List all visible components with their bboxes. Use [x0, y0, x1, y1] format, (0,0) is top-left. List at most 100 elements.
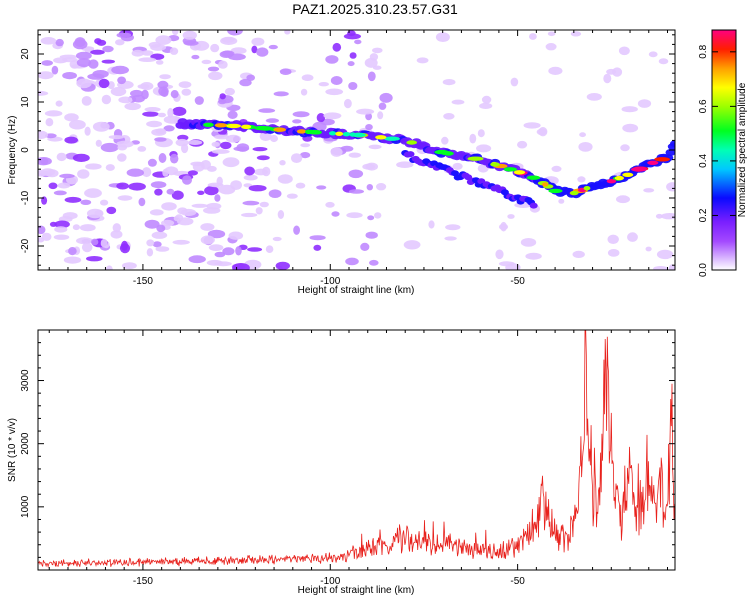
noise-blob: [364, 57, 378, 68]
noise-blob: [57, 182, 71, 189]
noise-blob: [372, 47, 383, 54]
noise-blob: [206, 259, 223, 266]
noise-blob: [51, 65, 59, 75]
noise-blob: [435, 32, 450, 42]
noise-blob: [346, 212, 363, 219]
noise-blob: [187, 170, 198, 176]
noise-blob: [95, 139, 102, 147]
noise-blob: [214, 194, 221, 202]
snr-x-tick-label: -50: [510, 576, 525, 587]
noise-blob: [331, 211, 340, 217]
noise-blob: [81, 96, 92, 106]
ridge-core: [296, 129, 307, 134]
noise-blob: [643, 188, 655, 193]
noise-blob: [627, 232, 638, 242]
noise-blob: [161, 202, 177, 211]
noise-blob: [118, 96, 133, 104]
noise-blob: [38, 71, 54, 80]
snr-y-tick-label: 2000: [20, 432, 31, 455]
noise-blob: [239, 78, 252, 87]
noise-blob: [379, 92, 393, 103]
noise-blob: [191, 203, 209, 208]
ridge-branch-blob: [406, 151, 415, 158]
noise-blob: [152, 241, 162, 248]
noise-blob: [182, 30, 197, 40]
noise-blob: [258, 108, 276, 113]
noise-blob: [498, 261, 515, 267]
noise-blob: [348, 152, 361, 158]
ridge-core: [384, 136, 400, 141]
colorbar-tick-label: 0.6: [698, 99, 709, 113]
noise-blob: [653, 266, 669, 270]
noise-blob: [197, 190, 205, 195]
snr-frame: [37, 329, 676, 571]
noise-blob: [227, 30, 243, 36]
colorbar-tick-label: 0.4: [698, 154, 709, 168]
noise-blob: [241, 212, 258, 218]
noise-blob: [416, 57, 429, 64]
noise-blob: [603, 73, 612, 84]
colorbar: [711, 29, 737, 271]
noise-blob: [293, 225, 300, 235]
noise-blob: [59, 54, 78, 59]
noise-blob: [72, 39, 88, 50]
noise-blob: [523, 122, 541, 129]
noise-blob: [656, 249, 674, 260]
noise-blob: [286, 193, 298, 199]
noise-blob: [235, 246, 242, 256]
noise-blob: [167, 107, 174, 118]
noise-blob: [345, 257, 359, 266]
heatmap-frame: [37, 29, 676, 271]
noise-blob: [211, 141, 220, 147]
noise-blob: [161, 219, 175, 227]
snr-x-axis-label: Height of straight line (km): [298, 585, 415, 596]
noise-blob: [146, 239, 155, 247]
noise-blob: [180, 208, 197, 217]
heatmap-x-tick-label: -50: [510, 276, 525, 287]
noise-blob: [300, 152, 311, 159]
noise-blob: [572, 250, 585, 258]
noise-blob: [200, 235, 215, 245]
noise-blob: [144, 107, 161, 112]
heatmap-y-axis-label: Frequency (Hz): [7, 116, 18, 185]
noise-blob: [525, 252, 542, 260]
ridge-core: [548, 188, 563, 194]
noise-blob: [479, 102, 493, 109]
snr-series-line: [38, 330, 675, 569]
noise-blob: [228, 231, 244, 240]
noise-blob: [150, 44, 167, 51]
ridge-core: [513, 170, 526, 175]
noise-blob: [131, 49, 144, 57]
noise-blob: [151, 231, 168, 239]
noise-blob: [41, 232, 52, 241]
ridge-core: [342, 132, 351, 137]
noise-blob: [227, 110, 238, 120]
noise-blob: [190, 161, 205, 167]
noise-blob: [102, 45, 114, 53]
heatmap-y-tick-label: 10: [20, 96, 31, 108]
noise-blob: [256, 155, 270, 161]
noise-blob: [146, 248, 154, 257]
noise-blob: [529, 33, 537, 40]
noise-blob: [265, 245, 274, 253]
noise-blob: [105, 265, 113, 270]
noise-blob: [301, 74, 314, 81]
noise-blob: [137, 146, 147, 152]
noise-blob: [222, 247, 235, 256]
snr-y-tick-label: 3000: [20, 369, 31, 392]
noise-blob: [645, 246, 652, 252]
noise-blob: [277, 174, 293, 184]
noise-blob: [38, 170, 47, 177]
noise-blob: [181, 88, 192, 96]
noise-blob: [579, 132, 586, 138]
noise-blob: [62, 72, 77, 80]
ridge-core: [203, 122, 214, 128]
ridge-core: [526, 175, 541, 180]
noise-blob: [211, 149, 230, 154]
noise-blob: [92, 121, 110, 132]
noise-blob: [59, 173, 75, 179]
noise-blob: [182, 175, 192, 185]
noise-blob: [170, 90, 179, 99]
noise-blob: [55, 38, 64, 47]
noise-blob: [316, 113, 326, 123]
